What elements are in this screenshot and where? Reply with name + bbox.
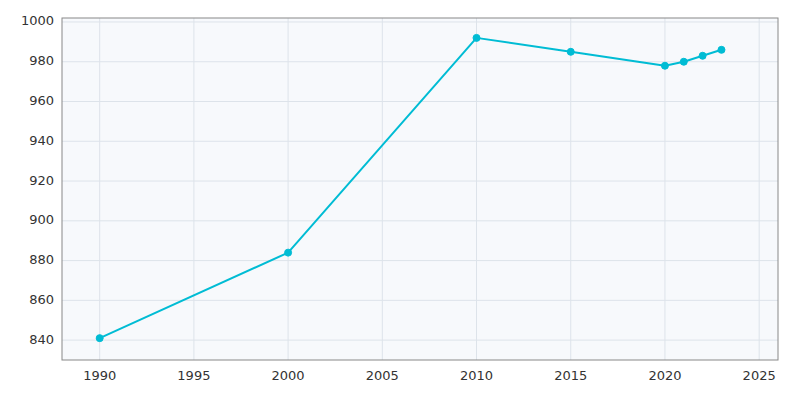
point [661, 62, 668, 69]
point [96, 335, 103, 342]
point [680, 58, 687, 65]
point [285, 249, 292, 256]
y-grid-line [62, 141, 778, 142]
y-grid-line [62, 300, 778, 301]
y-tick-label: 840 [29, 332, 54, 347]
x-grid-line [382, 18, 383, 360]
plot-area [96, 34, 725, 341]
y-tick-label: 860 [29, 292, 54, 307]
x-grid-line [193, 18, 194, 360]
x-tick-label: 2015 [554, 368, 587, 383]
x-tick-label: 2010 [460, 368, 493, 383]
line [100, 38, 722, 338]
x-grid-line [759, 18, 760, 360]
x-grid-line [570, 18, 571, 360]
y-grid-line [62, 220, 778, 221]
x-grid-line [99, 18, 100, 360]
chart-container: 1990 1995 2000 2005 2010 2015 2020 2025 840 860 88… [0, 0, 800, 400]
y-grid-line [62, 61, 778, 62]
y-tick-label: 880 [29, 252, 54, 267]
x-tick-label: 2025 [743, 368, 776, 383]
y-grid-line [62, 260, 778, 261]
y-tick-label: 900 [29, 212, 54, 227]
point [718, 46, 725, 53]
y-grid-line [62, 21, 778, 22]
chart: 1990 1995 2000 2005 2010 2015 2020 2025 840 860 88… [0, 0, 800, 400]
y-tick-label: 940 [29, 133, 54, 148]
axes: 1990 1995 2000 2005 2010 2015 2020 2025 840 860 88… [21, 13, 776, 383]
grid [62, 18, 778, 360]
x-tick-label: 1990 [83, 368, 116, 383]
y-grid-line [62, 340, 778, 341]
plot-background [62, 18, 778, 360]
x-tick-label: 2005 [366, 368, 399, 383]
y-tick-label: 920 [29, 173, 54, 188]
x-tick-label: 2020 [648, 368, 681, 383]
x-tick-label: 1995 [177, 368, 210, 383]
x-grid-line [288, 18, 289, 360]
y-tick-label: 980 [29, 53, 54, 68]
point [567, 48, 574, 55]
y-grid-line [62, 181, 778, 182]
plot-frame [62, 18, 778, 360]
x-tick-label: 2000 [272, 368, 305, 383]
x-grid-line [476, 18, 477, 360]
y-tick-label: 1000 [21, 13, 54, 28]
y-tick-label: 960 [29, 93, 54, 108]
point [699, 52, 706, 59]
point [473, 34, 480, 41]
